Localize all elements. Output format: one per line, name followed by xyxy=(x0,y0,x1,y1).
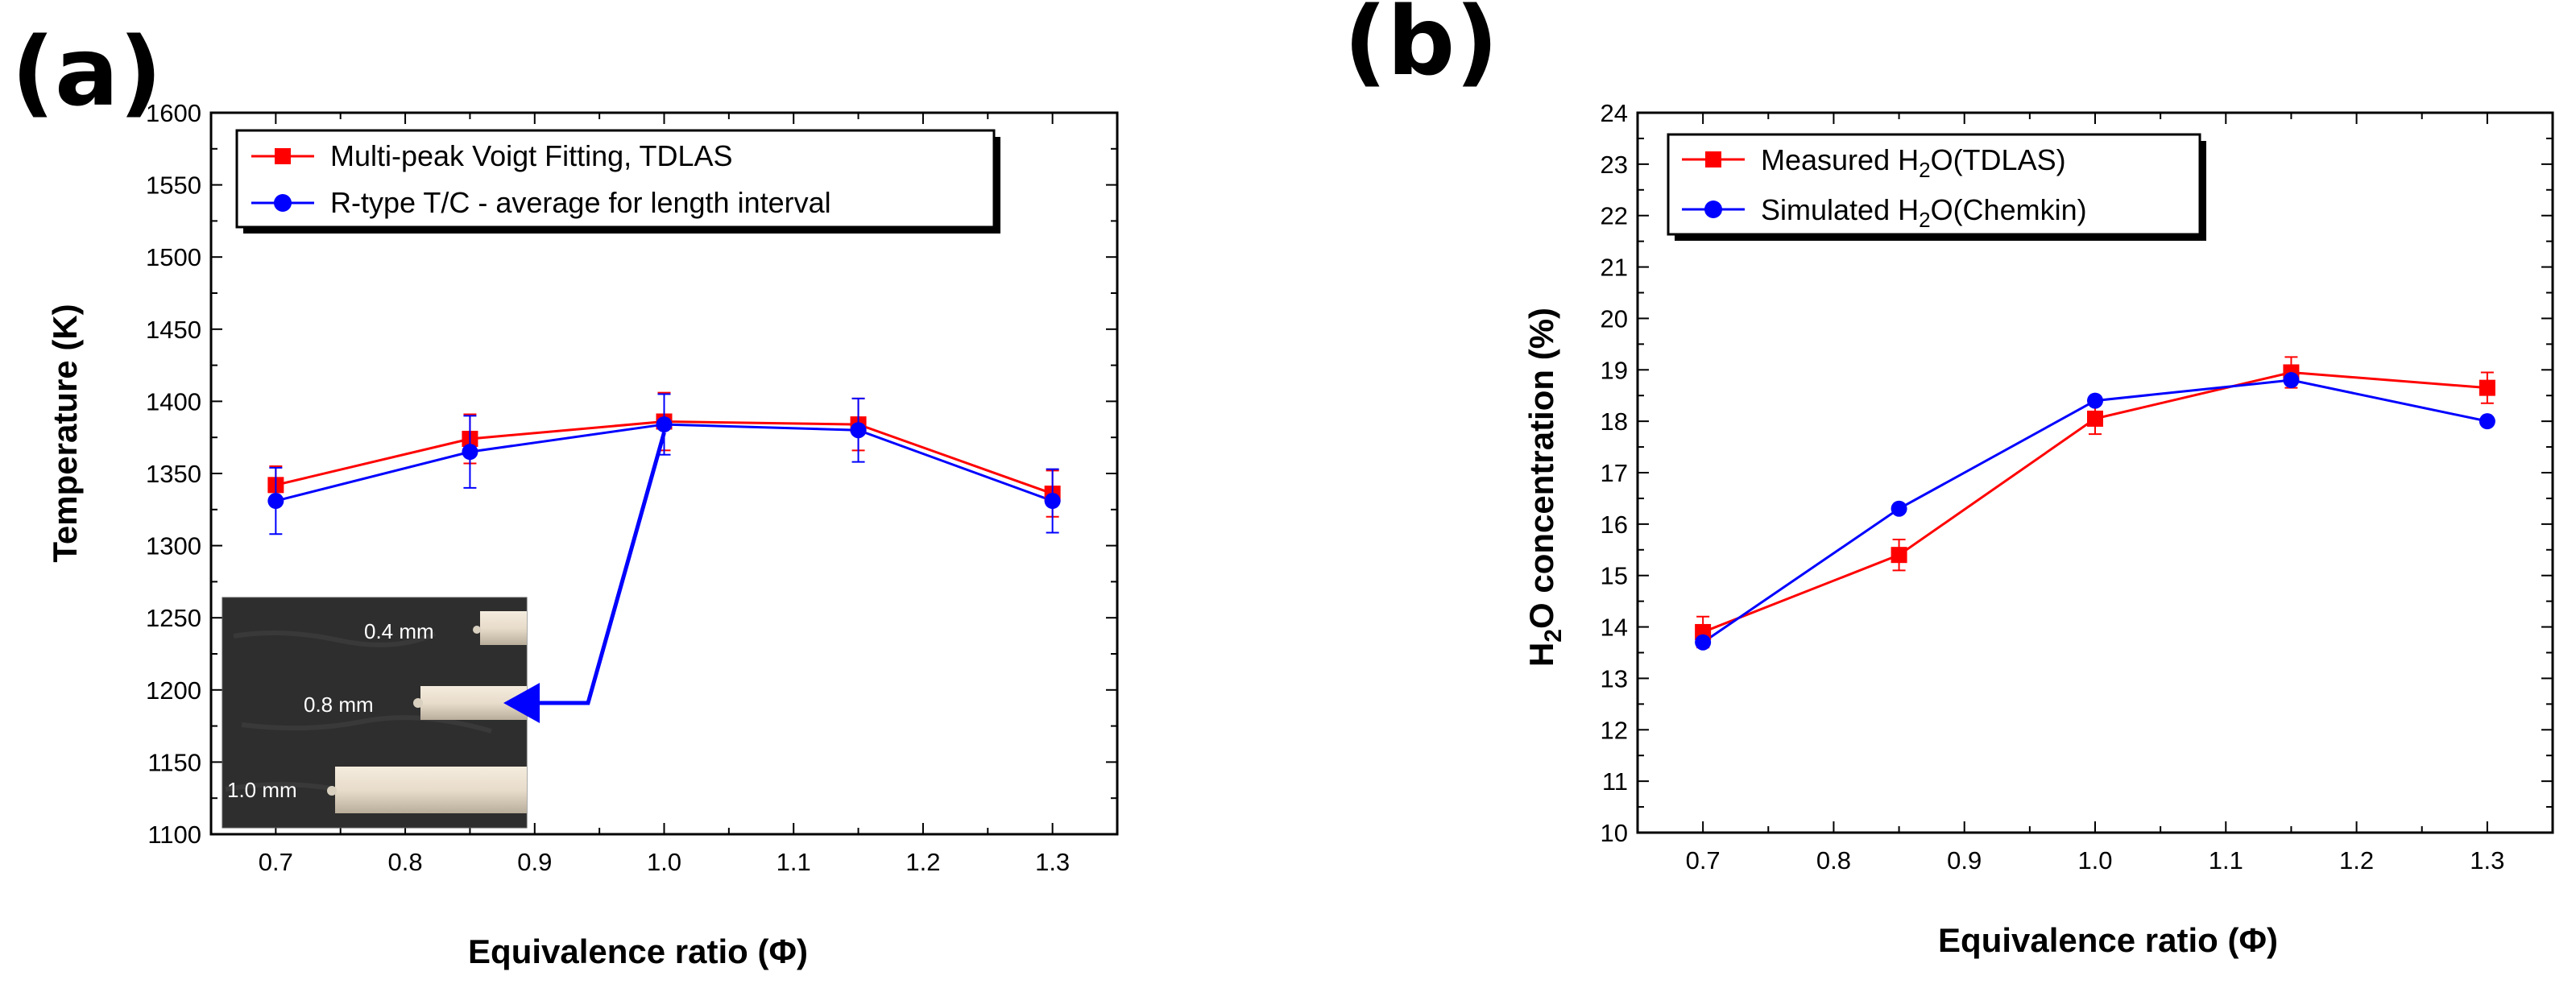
y-tick-label: 22 xyxy=(1601,202,1628,230)
x-tick-label: 1.2 xyxy=(2339,846,2374,874)
x-tick-label: 1.3 xyxy=(2470,846,2504,874)
y-tick-label: 13 xyxy=(1601,664,1628,693)
y-tick-label: 1350 xyxy=(146,460,201,488)
x-tick-label: 1.0 xyxy=(647,848,681,876)
y-tick-label: 12 xyxy=(1601,716,1628,744)
y-tick-label: 1300 xyxy=(146,532,201,560)
x-tick-label: 0.8 xyxy=(388,848,423,876)
inset-label-0-4mm: 0.4 mm xyxy=(364,619,434,643)
marker-square-s1-p5 xyxy=(2479,379,2495,396)
marker-square-s1-p2 xyxy=(1891,547,1907,564)
panel-a-series xyxy=(267,391,1061,535)
y-tick-label: 1400 xyxy=(146,387,201,416)
panel-a-y-axis-title: Temperature (K) xyxy=(46,304,84,562)
panel-a-legend-series-2: R-type T/C - average for length interval xyxy=(330,186,831,219)
y-tick-label: 10 xyxy=(1601,819,1628,847)
inset-label-1-0mm: 1.0 mm xyxy=(227,778,297,802)
panel-b-legend-box xyxy=(1667,133,2201,236)
panel-b-x-axis-title: Equivalence ratio (Φ) xyxy=(1938,921,2278,959)
panel-b-y-axis-title: H2O concentration (%) xyxy=(1522,308,1567,667)
marker-square-s1-p3 xyxy=(2087,410,2103,427)
marker-circle-s2-p3 xyxy=(656,416,673,433)
panel-b-h2o-chart: (b) H2O concentration (%) Equivalence ra… xyxy=(1344,0,2554,959)
panel-a-ticks: 0.7 0.8 0.9 1.0 1.1 1.2 1.3 1100 1150 1200 1250 130… xyxy=(146,99,1117,876)
marker-circle-s2-p2 xyxy=(462,444,478,461)
panel-b-legend-series-1: Measured H2O(TDLAS) xyxy=(1761,143,2066,182)
x-tick-label: 1.1 xyxy=(777,848,811,876)
y-tick-label: 1100 xyxy=(147,821,201,849)
inset-label-0-8mm: 0.8 mm xyxy=(304,693,374,717)
x-tick-label: 1.1 xyxy=(2209,846,2243,874)
inset-arrow xyxy=(503,432,666,723)
y-tick-label: 1600 xyxy=(146,99,201,127)
x-tick-label: 0.7 xyxy=(1686,846,1721,874)
panel-a-legend-box xyxy=(235,129,996,229)
marker-circle-s2-p1 xyxy=(1695,634,1712,651)
x-tick-label: 1.3 xyxy=(1035,848,1070,876)
panel-b-ticks: 0.7 0.8 0.9 1.0 1.1 1.2 1.3 10 11 12 13 14 15 16 17 18 1… xyxy=(1601,99,2553,874)
thermocouple-inset: 0.4 mm 0.8 mm 1.0 mm xyxy=(222,432,666,829)
marker-circle-s2-p5 xyxy=(2479,413,2495,430)
y-tick-label: 20 xyxy=(1601,304,1628,333)
marker-circle-s2-p4 xyxy=(850,422,867,439)
x-tick-label: 1.0 xyxy=(2077,846,2112,874)
marker-circle-s2-p3 xyxy=(2087,392,2103,409)
x-tick-label: 0.9 xyxy=(517,848,552,876)
marker-circle-s2-p5 xyxy=(1044,493,1061,510)
y-tick-label: 1250 xyxy=(146,604,201,632)
legend-circle-marker xyxy=(1704,201,1722,218)
legend-circle-marker xyxy=(274,194,292,212)
x-tick-label: 0.9 xyxy=(1947,846,1982,874)
y-tick-label: 1550 xyxy=(146,172,201,200)
y-tick-label: 1200 xyxy=(146,676,201,705)
panel-b-series xyxy=(1695,356,2495,651)
y-tick-label: 1450 xyxy=(146,316,201,344)
y-tick-label: 17 xyxy=(1601,459,1628,487)
x-tick-label: 1.2 xyxy=(905,848,940,876)
marker-circle-s2-p1 xyxy=(267,493,284,510)
panel-a-legend: Multi-peak Voigt Fitting, TDLAS R-type T… xyxy=(235,129,1000,234)
panel-b-label: (b) xyxy=(1344,0,1498,97)
y-tick-label: 15 xyxy=(1601,562,1628,590)
y-tick-label: 18 xyxy=(1601,407,1628,436)
legend-square-marker xyxy=(1705,151,1721,167)
y-tick-label: 21 xyxy=(1601,254,1628,282)
panel-a-temperature-chart: (a) Temperature (K) Equivalence ratio (Φ… xyxy=(11,16,1119,970)
probe-rod-1-0mm xyxy=(335,767,527,813)
panel-a-label: (a) xyxy=(11,16,163,127)
y-tick-label: 19 xyxy=(1601,356,1628,384)
y-tick-label: 14 xyxy=(1601,614,1628,642)
marker-circle-s2-p4 xyxy=(2283,372,2300,389)
svg-text:H2O concentration (%): H2O concentration (%) xyxy=(1522,308,1567,667)
y-tick-label: 23 xyxy=(1601,151,1628,179)
x-tick-label: 0.7 xyxy=(259,848,293,876)
legend-square-marker xyxy=(275,148,291,164)
y-tick-label: 16 xyxy=(1601,511,1628,539)
x-tick-label: 0.8 xyxy=(1816,846,1851,874)
panel-a-x-axis-title: Equivalence ratio (Φ) xyxy=(468,932,808,970)
panel-a-legend-series-1: Multi-peak Voigt Fitting, TDLAS xyxy=(330,139,733,172)
marker-circle-s2-p2 xyxy=(1891,500,1907,517)
probe-rod-0-8mm xyxy=(420,686,527,720)
probe-rod-0-4mm xyxy=(480,611,527,645)
y-tick-label: 11 xyxy=(1602,767,1628,796)
panel-b-legend: Measured H2O(TDLAS) Simulated H2O(Chemki… xyxy=(1667,133,2206,241)
y-tick-label: 1150 xyxy=(147,748,201,776)
y-tick-label: 1500 xyxy=(146,243,201,271)
y-tick-label: 24 xyxy=(1601,99,1628,127)
